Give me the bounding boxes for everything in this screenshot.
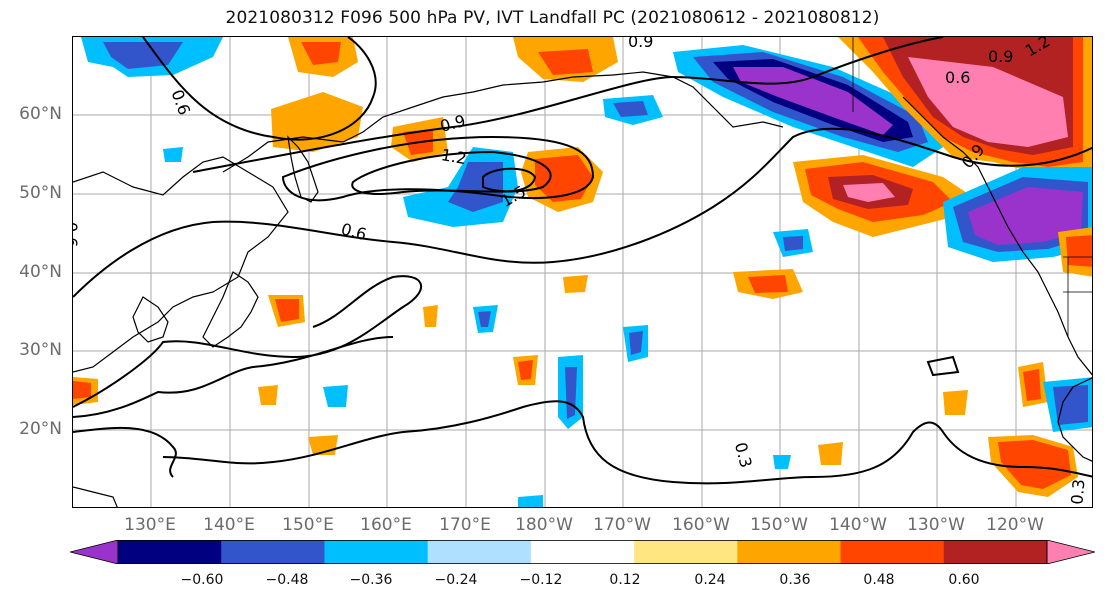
lon-label-150w: 150°W: [750, 515, 808, 535]
colorbar-tick-label: −0.24: [434, 572, 478, 588]
colorbar-extend-high: [1046, 540, 1095, 564]
lon-label-180w: 180°W: [515, 515, 573, 535]
colorbar-tick-label: −0.48: [265, 572, 309, 588]
contour-label: 0.6: [168, 87, 195, 117]
lon-label-130w: 130°W: [907, 515, 965, 535]
contour-label: 0.9: [628, 37, 653, 51]
colorbar-tick-label: 0.12: [609, 572, 641, 588]
colorbar-tick-label: 0.36: [779, 572, 811, 588]
colorbar-tick-label: 0.24: [694, 572, 726, 588]
lon-label-130e: 130°E: [124, 515, 176, 535]
coastlines: [73, 71, 1092, 507]
contour-label: 0.6: [339, 219, 369, 244]
lon-label-120w: 120°W: [986, 515, 1044, 535]
colorbar-segments: [70, 540, 1095, 564]
lon-label-140e: 140°E: [203, 515, 255, 535]
contour-label: 0.6: [945, 68, 970, 87]
lat-label-50n: 50°N: [19, 183, 62, 203]
colorbar-segment: [427, 540, 532, 564]
shade-positive-b: [271, 92, 363, 152]
borders: [852, 37, 1092, 337]
colorbar-tick-label: −0.60: [180, 572, 224, 588]
lat-label-30n: 30°N: [19, 340, 62, 360]
lon-label-170e: 170°E: [439, 515, 491, 535]
map-title: 2021080312 F096 500 hPa PV, IVT Landfall…: [225, 8, 880, 28]
lon-label-170w: 170°W: [593, 515, 651, 535]
contour-label: 0.3: [1067, 478, 1088, 505]
lat-label-60n: 60°N: [19, 104, 62, 124]
lat-label-40n: 40°N: [19, 262, 62, 282]
colorbar-tick-label: −0.36: [349, 572, 393, 588]
lon-label-150e: 150°E: [282, 515, 334, 535]
lon-label-140w: 140°W: [829, 515, 887, 535]
ivt-contours: [73, 37, 1092, 485]
colorbar-segment: [943, 540, 1048, 564]
colorbar: [70, 540, 1095, 564]
lat-label-20n: 20°N: [19, 419, 62, 439]
contour-label: 0.9: [988, 47, 1013, 66]
map-plot-area: 0.9 0.6 0.9 1.2 1.5 0.6 0.9 0.6 0.9 1.2 …: [72, 36, 1093, 508]
colorbar-segment: [530, 540, 635, 564]
colorbar-extend-low: [70, 540, 119, 564]
colorbar-tick-label: 0.60: [948, 572, 980, 588]
colorbar-tick-label: −0.12: [519, 572, 563, 588]
map-canvas: 0.9 0.6 0.9 1.2 1.5 0.6 0.9 0.6 0.9 1.2 …: [73, 37, 1092, 507]
colorbar-segment: [737, 540, 842, 564]
contour-label: 0.3: [731, 440, 756, 470]
colorbar-segment: [118, 540, 222, 564]
colorbar-segment: [324, 540, 429, 564]
lon-label-160w: 160°W: [672, 515, 730, 535]
lon-label-160e: 160°E: [360, 515, 412, 535]
colorbar-segment: [840, 540, 945, 564]
colorbar-segment: [221, 540, 325, 564]
contour-label: 0.6: [73, 222, 81, 247]
colorbar-tick-label: 0.48: [863, 572, 895, 588]
colorbar-outline: [117, 540, 1048, 564]
colorbar-segment: [634, 540, 738, 564]
contour-label: 1.2: [440, 145, 468, 168]
